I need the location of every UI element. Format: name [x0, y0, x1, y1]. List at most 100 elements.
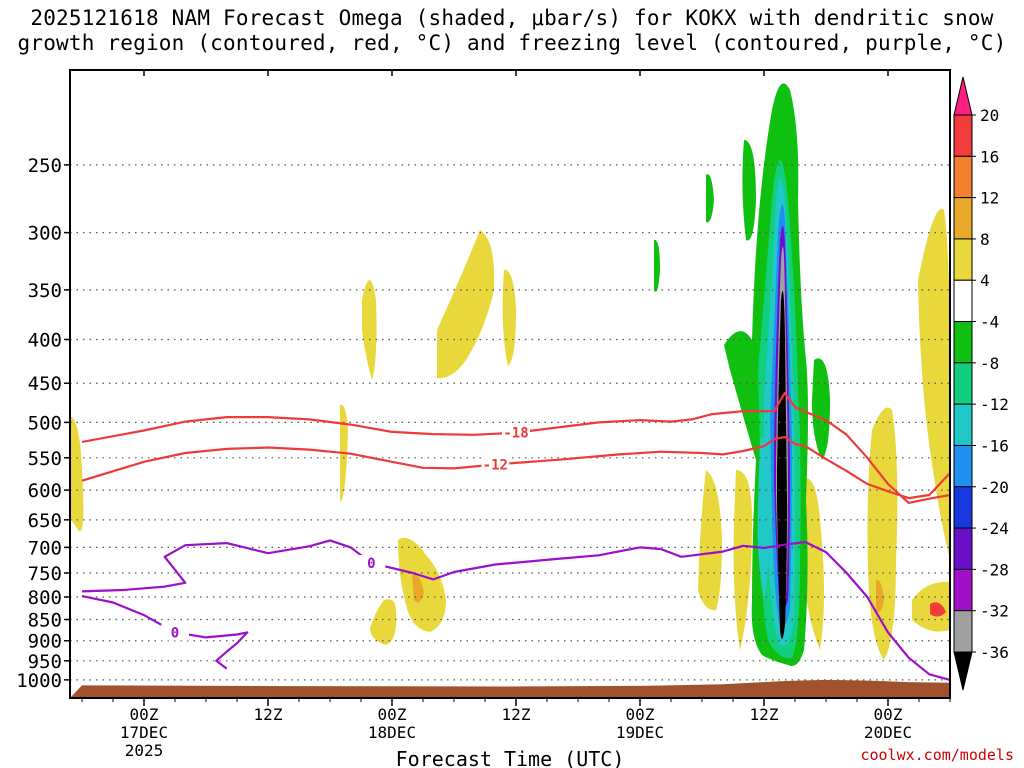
y-tick-label: 850 — [28, 610, 62, 632]
contour-label-bg — [357, 554, 386, 571]
colorbar-segment — [953, 362, 973, 405]
y-tick-label: 350 — [28, 280, 62, 302]
contour-label: -18 — [503, 426, 528, 442]
omega-shade-upward-weak — [370, 599, 397, 645]
colorbar-segment — [953, 610, 973, 653]
omega-shade-upward-moderate — [876, 579, 884, 613]
omega-colorbar: 20 16 12 8 4 -4 -8 -12 -16 -20 -24 -28 -32 -36 — [953, 76, 1009, 691]
omega-shade-upward-weak — [70, 416, 84, 532]
colorbar-label: -20 — [980, 478, 1009, 497]
contour-line — [81, 539, 951, 681]
x-axis-title: Forecast Time (UTC) — [396, 747, 625, 768]
x-tick-label: 00Z — [378, 705, 407, 724]
y-tick-label: 950 — [28, 651, 62, 673]
colorbar-segment — [953, 527, 973, 570]
contour-line — [81, 595, 249, 670]
omega-shade-upward-weak — [918, 208, 950, 560]
x-tick-label: 19DEC — [616, 723, 664, 742]
colorbar-label: -8 — [980, 354, 999, 373]
colorbar-segment — [953, 238, 973, 281]
x-tick-label: 2025 — [125, 741, 164, 760]
x-tick-label: 18DEC — [368, 723, 416, 742]
colorbar-segment — [953, 403, 973, 446]
pressure-axis: 2503003504004505005506006507007508008509… — [16, 155, 70, 692]
y-tick-label: 450 — [28, 373, 62, 395]
omega-shade-upward-weak — [502, 269, 516, 366]
x-tick-label: 17DEC — [120, 723, 168, 742]
omega-shade-upward-moderate — [930, 602, 946, 617]
colorbar-label: 20 — [980, 106, 999, 125]
contour-label: 0 — [367, 556, 375, 572]
omega-shade-downward-moderate — [757, 438, 771, 600]
colorbar-segment — [953, 486, 973, 529]
y-tick-label: 400 — [28, 329, 62, 351]
colorbar-label: -32 — [980, 602, 1009, 621]
omega-shade-upward-weak — [437, 230, 495, 379]
y-tick-label: 1000 — [16, 670, 62, 692]
terrain-band — [70, 679, 950, 698]
x-tick-label: 00Z — [626, 705, 655, 724]
colorbar-segment — [953, 279, 973, 323]
colorbar-label: 4 — [980, 271, 990, 290]
y-tick-label: 300 — [28, 223, 62, 245]
omega-shade-downward-weak — [742, 140, 756, 241]
x-tick-label: 00Z — [130, 705, 159, 724]
plot-frame — [69, 69, 951, 699]
colorbar-segment — [953, 321, 973, 364]
colorbar-arrow-top — [953, 76, 973, 116]
colorbar-arrow-bottom — [953, 651, 973, 691]
colorbar-label: -36 — [980, 643, 1009, 662]
omega-shade-downward-weak — [654, 239, 660, 292]
colorbar-segment — [953, 568, 973, 612]
contour-label: 0 — [171, 625, 179, 641]
omega-shade-downward-weak — [812, 358, 830, 460]
temperature-contours: -12 -18 0 0 — [81, 391, 951, 681]
colorbar-segment — [953, 197, 973, 240]
omega-shade-downward-weak — [706, 174, 714, 223]
colorbar-label: -4 — [980, 313, 999, 332]
omega-shade-upward-weak — [733, 470, 752, 650]
contour-label-bg — [161, 624, 189, 641]
x-tick-label: 12Z — [750, 705, 779, 724]
contour-line — [81, 391, 951, 504]
contour-label-bg — [502, 424, 530, 441]
omega-shading — [70, 83, 950, 667]
credit-label: coolwx.com/models — [860, 746, 1014, 764]
y-tick-label: 500 — [28, 412, 62, 434]
colorbar-segment — [953, 155, 973, 199]
contour-label-bg — [481, 456, 510, 473]
y-tick-label: 750 — [28, 563, 62, 585]
y-tick-label: 700 — [28, 537, 62, 559]
x-tick-label: 20DEC — [864, 723, 912, 742]
colorbar-label: 16 — [980, 147, 999, 166]
y-tick-label: 600 — [28, 480, 62, 502]
y-tick-label: 800 — [28, 587, 62, 609]
colorbar-label: -16 — [980, 436, 1009, 455]
colorbar-label: -28 — [980, 560, 1009, 579]
x-tick-label: 12Z — [254, 705, 283, 724]
colorbar-label: 8 — [980, 230, 990, 249]
omega-shade-upward-weak — [362, 280, 377, 380]
x-tick-label: 12Z — [502, 705, 531, 724]
y-tick-label: 900 — [28, 631, 62, 653]
y-tick-label: 650 — [28, 510, 62, 532]
y-tick-label: 550 — [28, 448, 62, 470]
terrain-surface — [70, 679, 950, 698]
chart-title-line1: 2025121618 NAM Forecast Omega (shaded, μ… — [30, 6, 994, 30]
colorbar-segment — [953, 444, 973, 488]
omega-shade-downward-extreme — [777, 291, 787, 639]
omega-shade-upward-weak — [698, 470, 722, 611]
omega-shade-upward-moderate — [412, 574, 424, 603]
chart-title-line2: growth region (contoured, red, °C) and f… — [17, 31, 1007, 55]
omega-shade-upward-weak — [801, 478, 824, 650]
contour-label: -12 — [483, 457, 508, 473]
colorbar-segment — [953, 114, 973, 157]
y-tick-label: 250 — [28, 155, 62, 177]
x-tick-label: 00Z — [874, 705, 903, 724]
contour-line — [81, 435, 951, 500]
colorbar-label: 12 — [980, 189, 999, 208]
colorbar-label: -24 — [980, 519, 1009, 538]
colorbar-label: -12 — [980, 395, 1009, 414]
